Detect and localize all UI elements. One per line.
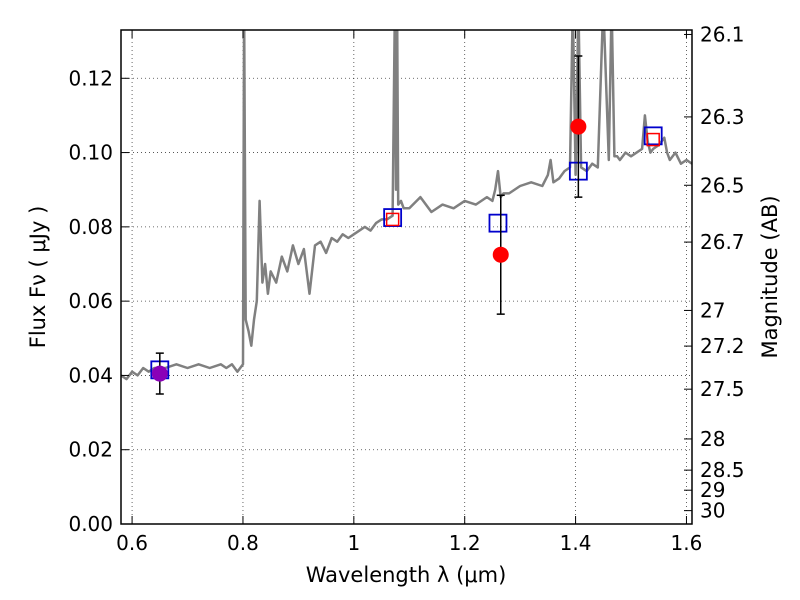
model-square [385, 212, 400, 227]
x-tick-label: 1.6 [671, 531, 703, 555]
observed-point [570, 118, 587, 135]
mag-tick-label: 27.2 [700, 334, 745, 358]
mag-tick-label: 28.5 [700, 458, 745, 482]
mag-tick-label: 27 [700, 298, 725, 322]
mag-tick-label: 27.5 [700, 377, 745, 401]
y-tick-label: 0.12 [68, 66, 113, 90]
mag-tick-label: 26.7 [700, 230, 745, 254]
x-tick-label: 1.4 [560, 531, 592, 555]
synthetic-square [643, 126, 663, 146]
mag-tick-label: 28 [700, 427, 725, 451]
observed-point [492, 246, 509, 263]
observed-point [151, 365, 168, 382]
y-tick-label: 0.00 [68, 512, 113, 536]
x-tick-label: 1.2 [449, 531, 481, 555]
mag-tick-label: 29 [700, 478, 725, 502]
mag-tick-label: 26.1 [700, 22, 745, 46]
spectrum-line [121, 30, 692, 381]
synthetic-square [488, 213, 508, 233]
y-tick-label: 0.06 [68, 289, 113, 313]
plot-frame [120, 29, 693, 525]
y-tick-label: 0.04 [68, 363, 113, 387]
mag-tick-label: 30 [700, 499, 725, 523]
y-axis-title: Flux Fν ( μJy ) [26, 206, 50, 349]
tick-layer: 0.6 0.8 1 1.2 1.4 1.6 0.00 0.02 0.04 0.06 0.08 0.10… [68, 22, 744, 555]
marker-layer [150, 55, 663, 395]
x-tick-label: 1 [347, 531, 360, 555]
y-tick-label: 0.08 [68, 215, 113, 239]
x-tick-label: 0.6 [116, 531, 148, 555]
y-tick-label: 0.02 [68, 438, 113, 462]
y2-axis-title: Magnitude (AB) [758, 195, 782, 358]
x-tick-label: 0.8 [227, 531, 259, 555]
model-square [646, 132, 660, 147]
mag-tick-label: 26.5 [700, 173, 745, 197]
y-tick-label: 0.10 [68, 141, 113, 165]
mag-tick-label: 26.3 [700, 105, 745, 129]
series-layer [121, 30, 692, 381]
x-axis-title: Wavelength λ (μm) [306, 563, 507, 587]
